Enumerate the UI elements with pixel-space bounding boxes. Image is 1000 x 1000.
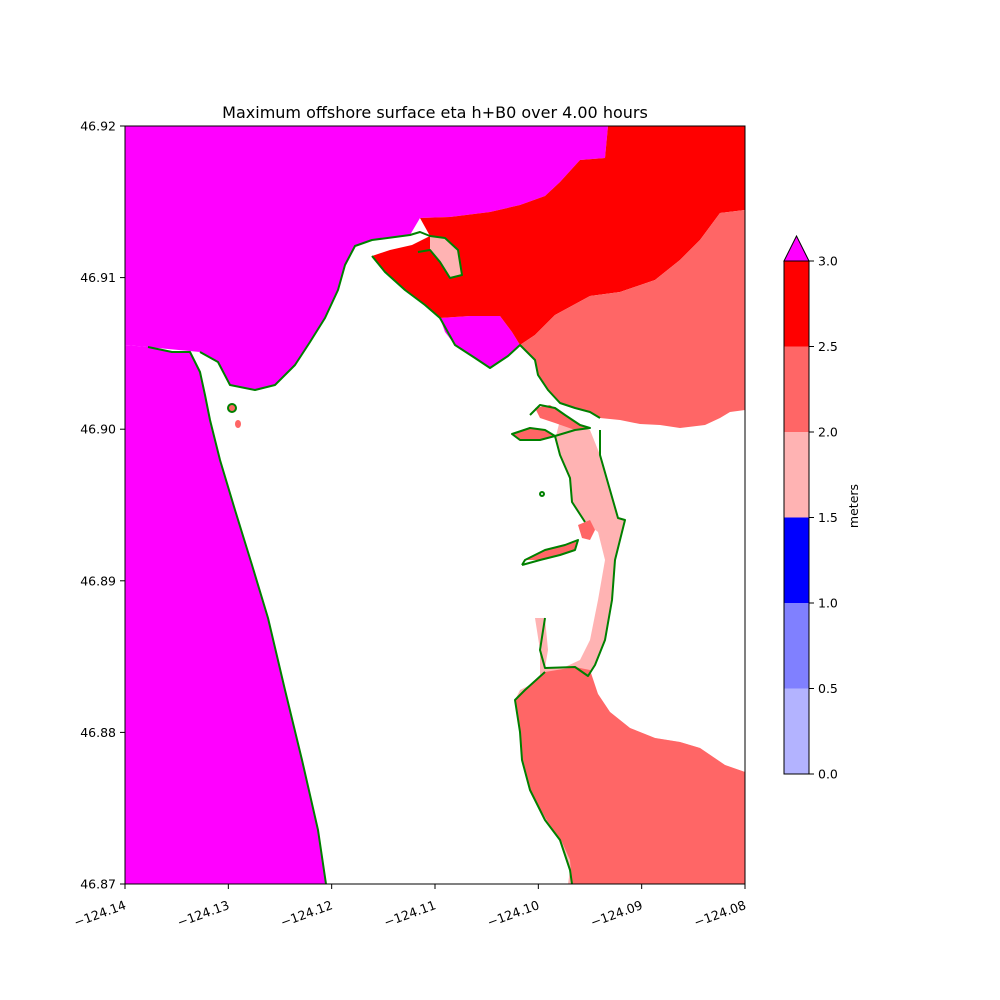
colorbar-tick-label: 1.0 [818,596,838,611]
colorbar-segment [784,261,809,347]
colorbar-label: meters [846,484,861,528]
bay-south-region [515,667,745,884]
channel-north-region [372,126,745,345]
colorbar-tick-label: 2.0 [818,425,838,440]
shoreline-north [199,231,463,391]
colorbar-segment [784,432,809,518]
y-tick-label: 46.91 [80,270,116,285]
bay-pocket-region [440,316,520,368]
map-plot-area [125,126,745,884]
shoreline-islet [539,491,545,497]
y-axis-ticks: 46.87 46.88 46.89 46.90 46.91 46.92 [80,119,125,892]
shoreline-south [514,671,573,884]
shoreline-islet [227,403,237,413]
y-tick-label: 46.92 [80,119,116,134]
island-patch [228,404,236,412]
colorbar-segment [784,688,809,774]
island-patch [535,405,590,430]
colorbar-tick-label: 2.5 [818,339,838,354]
colorbar-segment [784,603,809,689]
shoreline-contours [147,231,626,884]
shoreline-spit [371,255,601,419]
chart-title: Maximum offshore surface eta h+B0 over 4… [222,103,648,122]
y-tick-label: 46.89 [80,573,116,588]
ocean-west-region [125,345,326,884]
y-tick-label: 46.87 [80,877,116,892]
colorbar-tick-label: 0.5 [818,681,838,696]
colorbar-segment [784,517,809,603]
island-patch [525,540,578,560]
shoreline-inner [511,404,591,523]
shoreline-islet [521,539,579,566]
colorbar-tick-label: 3.0 [818,254,838,269]
bay-east-upper-region [520,210,745,428]
colorbar-ticks: 0.0 0.5 1.0 1.5 2.0 2.5 3.0 [809,254,838,782]
colorbar-tick-label: 1.5 [818,510,838,525]
shoreline-west [147,346,327,884]
colorbar-tick-label: 0.0 [818,767,838,782]
shoreline-east [539,430,626,677]
island-patch [235,420,241,428]
y-tick-label: 46.90 [80,422,116,437]
colorbar [783,234,810,775]
y-tick-label: 46.88 [80,725,116,740]
colorbar-segment [784,346,809,432]
bay-north-region [125,126,608,390]
island-patch [578,520,595,540]
